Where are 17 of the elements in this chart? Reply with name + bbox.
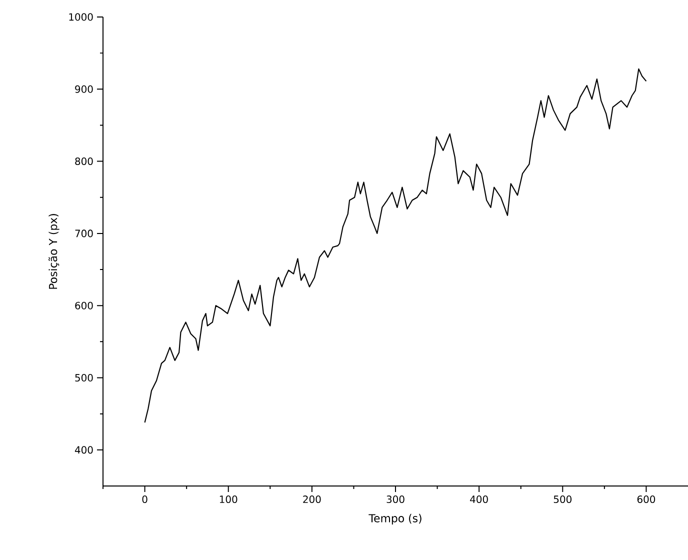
y-tick-label: 500: [75, 374, 93, 382]
x-tick-label: 500: [554, 495, 572, 504]
y-axis-title: Posição Y (px): [48, 214, 60, 289]
y-tick-label: 700: [75, 230, 93, 238]
x-tick-label: 600: [637, 495, 656, 504]
line-series: [144, 68, 647, 424]
x-tick-label: 100: [220, 495, 238, 504]
x-tick-label: 0: [142, 495, 148, 504]
x-tick-label: 400: [470, 495, 488, 504]
x-tick-label: 200: [303, 495, 321, 504]
y-tick-label: 900: [75, 85, 93, 93]
y-tick-label: 1000: [69, 13, 93, 21]
y-tick-label: 800: [75, 158, 93, 166]
x-tick-label: 300: [386, 495, 404, 504]
y-tick-label: 400: [74, 446, 93, 454]
x-axis-title: Tempo (s): [368, 514, 422, 524]
y-tick-label: 600: [75, 302, 93, 310]
